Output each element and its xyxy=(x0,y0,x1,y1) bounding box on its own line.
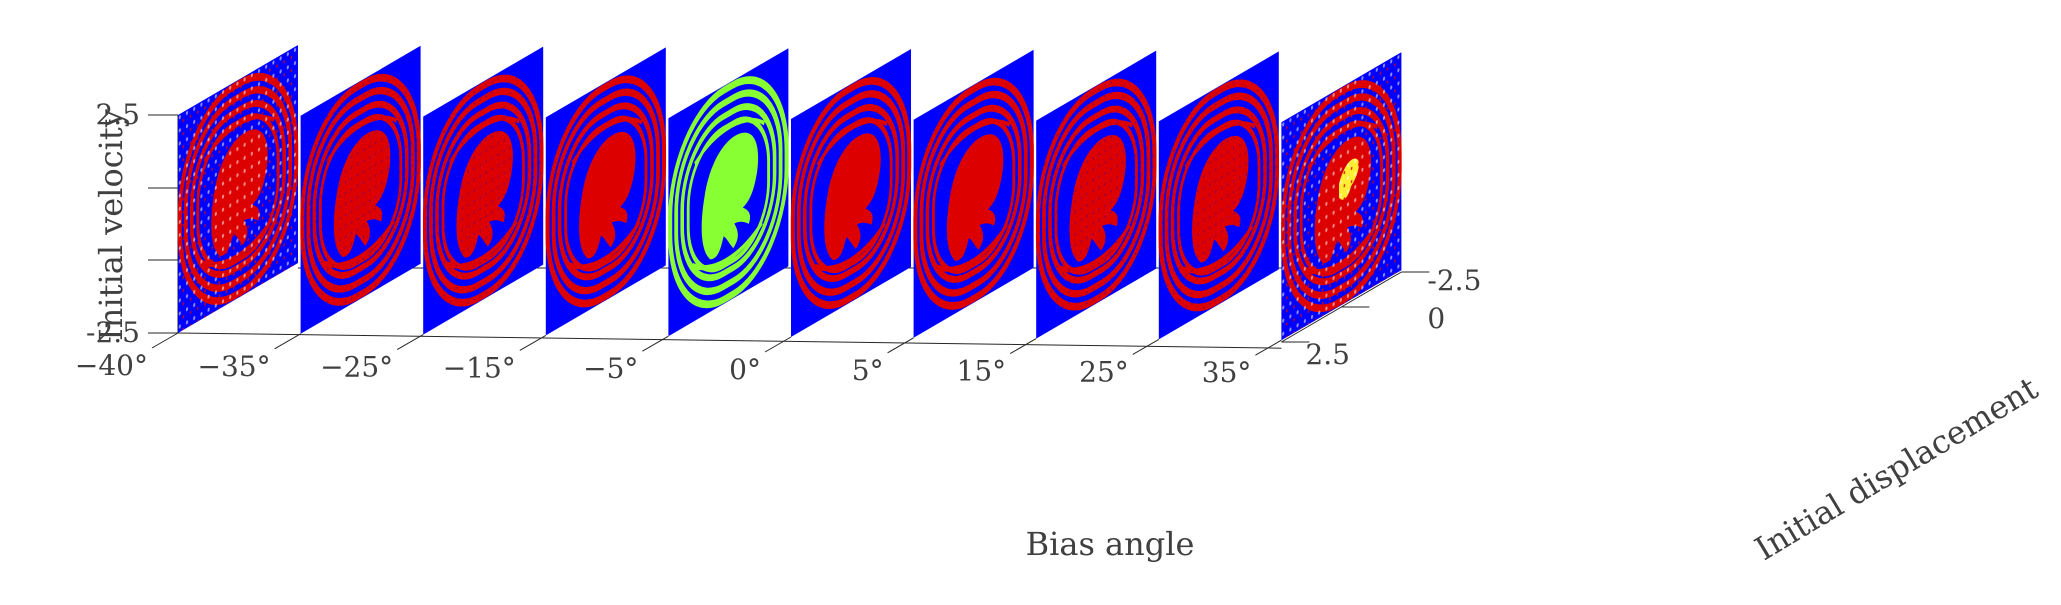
basin-slice xyxy=(1281,52,1402,341)
bias-tick xyxy=(1255,339,1282,356)
slice-swirl xyxy=(694,118,765,166)
slice-lobe xyxy=(824,133,881,261)
slice-swirl xyxy=(814,221,886,271)
bias-axis-title: Bias angle xyxy=(1026,525,1195,563)
bias-tick-label: −40° xyxy=(75,349,148,382)
slice-grain xyxy=(1036,50,1157,339)
slice-swirl xyxy=(939,119,1011,167)
displacement-tick-label: 0 xyxy=(1427,302,1445,335)
slice-swirl xyxy=(936,222,1008,272)
bias-tick-label: −35° xyxy=(198,350,271,383)
slice-grain xyxy=(300,45,421,334)
slice-lobe xyxy=(579,131,636,259)
displacement-tick-label: 2.5 xyxy=(1305,338,1350,371)
basin-slice xyxy=(790,49,912,338)
slice-swirl xyxy=(691,221,763,271)
slice-band xyxy=(545,75,667,308)
bias-tick xyxy=(642,335,669,352)
slice-band xyxy=(931,118,1016,274)
slice-band xyxy=(803,103,900,283)
slice-lobe xyxy=(946,134,1004,261)
slice-band xyxy=(557,102,654,281)
bias-tick-label: 25° xyxy=(1079,355,1129,388)
basin-slice xyxy=(422,46,544,335)
slice-band xyxy=(551,88,660,295)
slice-band xyxy=(796,90,906,296)
bias-axis-line xyxy=(177,332,1282,349)
slice-lobe xyxy=(701,132,759,260)
slice-band xyxy=(564,115,648,272)
slice-band xyxy=(668,76,789,309)
slice-speckle xyxy=(178,45,299,334)
bias-tick-label: 0° xyxy=(729,353,761,386)
bias-tick xyxy=(274,333,301,350)
slice-band xyxy=(913,77,1034,310)
basin-slice xyxy=(1158,51,1280,340)
slice-band xyxy=(919,90,1028,297)
bias-tick-label: −15° xyxy=(443,351,516,384)
basin-slice xyxy=(545,47,667,336)
bias-tick xyxy=(151,332,179,349)
slice-band xyxy=(680,103,777,282)
bias-tick-label: −5° xyxy=(583,352,638,385)
slice-swirl xyxy=(571,117,643,165)
velocity-axis-title: Initial velocity xyxy=(92,109,130,341)
basin-slice xyxy=(913,49,1034,338)
slice-swirl xyxy=(816,118,888,167)
basin-slice xyxy=(668,48,789,337)
bias-tick-label: 35° xyxy=(1202,356,1252,389)
slice-layer xyxy=(177,45,1402,341)
slice-band xyxy=(925,104,1022,283)
bias-tick-label: 15° xyxy=(957,355,1007,388)
displacement-axis-title: Initial displacement xyxy=(1748,369,2044,568)
slice-band xyxy=(809,117,893,274)
slice-grain xyxy=(423,46,544,335)
slice-grain xyxy=(1158,51,1279,340)
bias-tick xyxy=(887,337,914,354)
slice-band xyxy=(674,89,783,296)
bias-tick xyxy=(396,334,424,351)
bias-tick xyxy=(519,334,547,351)
bias-tick xyxy=(1009,338,1037,355)
bias-tick-label: 5° xyxy=(852,354,884,387)
slice-swirl xyxy=(569,220,641,270)
slice-band xyxy=(790,76,912,310)
basin-slice xyxy=(1035,50,1157,339)
velocity-tick-label: -2.5 xyxy=(86,316,140,349)
bias-tick xyxy=(1132,338,1160,355)
velocity-tick-label: 2.5 xyxy=(95,98,140,131)
bias-tick-label: −25° xyxy=(320,351,393,384)
basin-slice xyxy=(300,45,421,334)
basin-slice xyxy=(177,45,299,334)
displacement-tick-label: -2.5 xyxy=(1427,264,1481,297)
slice-speckle xyxy=(1281,52,1402,341)
slice-band xyxy=(686,116,771,273)
bias-tick xyxy=(764,336,792,353)
